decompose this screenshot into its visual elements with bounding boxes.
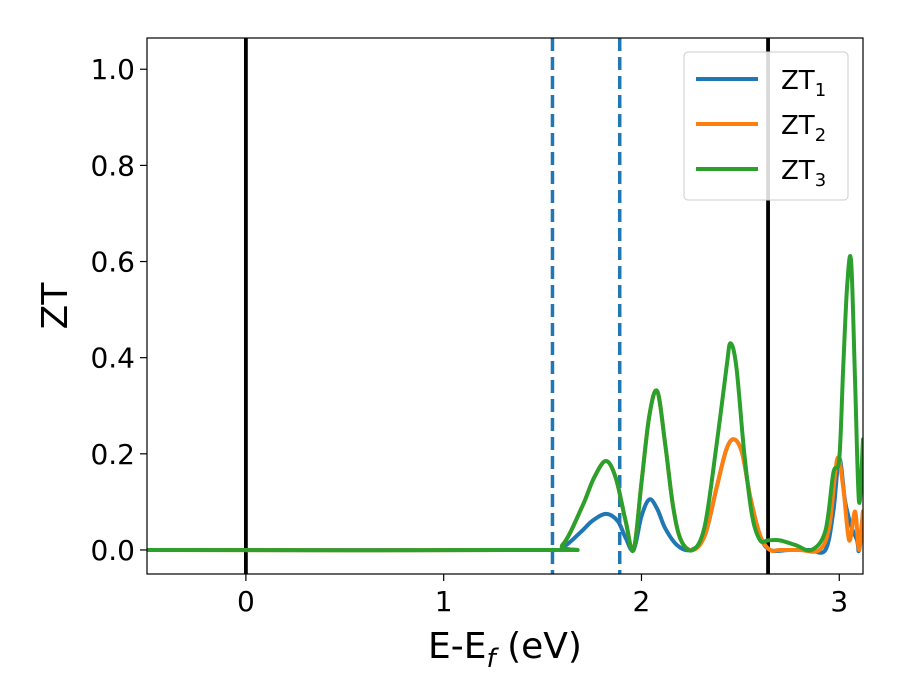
y-tick-label: 0.0 (90, 534, 135, 567)
y-axis-label: ZT (35, 282, 76, 330)
y-tick-label: 1.0 (90, 53, 135, 86)
y-tick-label: 0.6 (90, 246, 135, 279)
legend-label-3: ZT3 (781, 156, 826, 191)
y-axis-ticks: 0.0 0.2 0.4 0.6 0.8 1.0 (90, 53, 147, 567)
x-axis-label: E-Ef (eV) (428, 626, 582, 674)
legend-label-1: ZT1 (781, 66, 826, 101)
legend-box (683, 51, 849, 201)
legend: ZT1 ZT2 ZT3 (683, 51, 849, 201)
series-line-3 (147, 254, 863, 554)
y-tick-label: 0.2 (90, 438, 135, 471)
y-tick-label: 0.8 (90, 149, 135, 182)
series-lines (147, 254, 863, 555)
legend-label-2: ZT2 (781, 111, 826, 146)
x-axis-label-unit: (eV) (496, 626, 582, 667)
x-tick-label: 2 (633, 585, 651, 618)
plot-frame (146, 37, 864, 575)
x-tick-label: 3 (830, 585, 848, 618)
x-axis-label-main: E-E (428, 626, 486, 667)
x-axis-ticks: 0 1 2 3 (237, 574, 848, 618)
x-tick-label: 0 (237, 585, 255, 618)
y-tick-label: 0.4 (90, 342, 135, 375)
x-tick-label: 1 (435, 585, 453, 618)
